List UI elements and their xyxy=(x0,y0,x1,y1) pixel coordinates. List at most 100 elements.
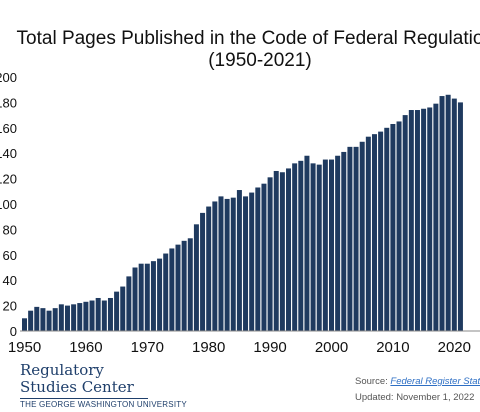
x-tick-label: 1990 xyxy=(253,339,286,356)
x-tick-label: 1960 xyxy=(69,339,102,356)
bar xyxy=(249,192,255,331)
logo-line-regulatory: Regulatory xyxy=(20,361,104,379)
bar xyxy=(267,177,273,331)
bar xyxy=(396,121,402,331)
y-tick-label: 60 xyxy=(3,248,17,263)
bar xyxy=(304,155,310,331)
source-note: Source: Federal Register Statistics xyxy=(355,376,480,387)
bar xyxy=(402,115,408,331)
bar xyxy=(95,297,101,331)
bar xyxy=(329,159,334,331)
x-tick-label: 2000 xyxy=(315,339,348,356)
x-tick-label: 1950 xyxy=(8,339,41,356)
bar xyxy=(28,310,34,331)
y-tick-label: 80 xyxy=(3,222,17,237)
bar xyxy=(34,306,40,331)
bar xyxy=(126,276,132,331)
bar xyxy=(218,196,224,331)
bar xyxy=(243,196,249,331)
updated-note: Updated: November 1, 2022 xyxy=(355,392,475,403)
bar xyxy=(46,310,52,331)
bar xyxy=(114,291,120,331)
y-tick-label: 200 xyxy=(0,70,17,85)
bar xyxy=(408,110,414,332)
bar xyxy=(193,224,199,331)
x-tick-label: 1970 xyxy=(131,339,164,356)
bar xyxy=(181,240,187,331)
bar xyxy=(353,146,359,331)
bar xyxy=(427,107,433,331)
bar xyxy=(365,136,371,331)
bar xyxy=(371,134,377,331)
bar xyxy=(175,244,181,331)
chart-title: Total Pages Published in the Code of Fed… xyxy=(16,28,480,49)
y-tick-label: 20 xyxy=(3,299,17,314)
bar xyxy=(335,155,341,331)
x-tick-label: 2010 xyxy=(376,339,409,356)
bar xyxy=(414,110,420,332)
bar xyxy=(187,238,193,331)
bar xyxy=(169,248,175,331)
bar xyxy=(150,261,156,331)
bar xyxy=(120,286,126,331)
bar xyxy=(64,305,70,331)
logo-line-university: THE GEORGE WASHINGTON UNIVERSITY xyxy=(20,398,187,409)
bar xyxy=(298,160,304,331)
chart-subtitle: (1950-2021) xyxy=(208,50,312,71)
bar xyxy=(359,141,365,331)
bar xyxy=(316,164,322,331)
bar xyxy=(390,123,396,332)
bar xyxy=(439,96,445,331)
bar xyxy=(279,172,285,331)
bar xyxy=(236,190,242,331)
bar xyxy=(52,308,58,331)
bar xyxy=(107,297,113,331)
bar xyxy=(157,258,163,331)
logo-line-studies-center: Studies Center xyxy=(20,378,134,396)
bar xyxy=(144,263,150,331)
bar xyxy=(163,253,169,331)
bar xyxy=(292,163,298,331)
bar xyxy=(138,263,144,331)
bar xyxy=(457,102,463,332)
y-tick-label: 160 xyxy=(0,121,17,136)
bar xyxy=(89,300,95,331)
bar xyxy=(224,198,230,331)
bar xyxy=(101,300,107,331)
bar xyxy=(22,318,27,331)
bar xyxy=(40,308,46,331)
bar xyxy=(421,108,427,331)
y-tick-label: 180 xyxy=(0,95,17,110)
bar xyxy=(273,170,279,331)
bar xyxy=(58,304,64,331)
y-tick-label: 100 xyxy=(0,197,17,212)
bar xyxy=(71,304,77,331)
bar xyxy=(378,131,384,331)
bar xyxy=(347,146,353,331)
y-tick-label: 0 xyxy=(10,324,17,339)
bar xyxy=(230,197,236,331)
bar xyxy=(433,103,439,331)
x-tick-label: 1980 xyxy=(192,339,225,356)
bar xyxy=(77,303,83,331)
bar xyxy=(261,183,267,331)
bar xyxy=(212,201,218,331)
y-tick-label: 120 xyxy=(0,172,17,187)
bar xyxy=(200,212,206,331)
bar xyxy=(384,127,390,331)
bar xyxy=(83,301,89,331)
x-tick-label: 2020 xyxy=(438,339,471,356)
bar xyxy=(341,151,347,331)
source-link[interactable]: Federal Register Statistics xyxy=(390,376,480,387)
bar xyxy=(445,94,451,331)
bar xyxy=(255,187,261,331)
bar xyxy=(451,98,457,331)
y-tick-label: 40 xyxy=(3,273,17,288)
source-label: Source: xyxy=(355,376,391,387)
bar xyxy=(206,206,212,331)
y-tick-label: 140 xyxy=(0,146,17,161)
regulatory-studies-center-logo: Regulatory Studies Center THE GEORGE WAS… xyxy=(20,361,187,409)
bar xyxy=(322,159,328,331)
bar xyxy=(132,267,138,331)
